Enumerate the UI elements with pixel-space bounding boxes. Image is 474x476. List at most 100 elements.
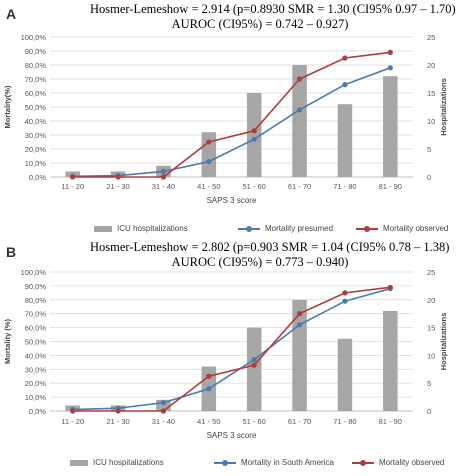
- y-left-tick-label: 80,0%: [25, 61, 47, 70]
- bar-hospitalizations: [292, 299, 307, 411]
- x-tick-label: 21 - 30: [106, 417, 129, 426]
- y-left-tick-label: 30,0%: [25, 365, 47, 374]
- legend-item-series-1: Mortality in South America: [214, 458, 334, 467]
- data-point: [160, 400, 167, 406]
- y-left-tick-label: 20,0%: [25, 379, 47, 388]
- x-tick-label: 81 - 90: [379, 182, 402, 191]
- data-point: [70, 408, 76, 414]
- data-point: [160, 168, 167, 174]
- y-left-tick-label: 90,0%: [25, 47, 47, 56]
- stats-line-1: Hosmer-Lemeshow = 2.914 (p=0.8930 SMR = …: [90, 2, 456, 16]
- legend-item-series-2: Mortality observed: [356, 224, 448, 233]
- data-point: [387, 65, 393, 71]
- data-point: [342, 290, 348, 296]
- y-left-tick-label: 100,0%: [21, 33, 47, 42]
- data-point: [206, 159, 212, 165]
- bar-hospitalizations: [383, 310, 398, 411]
- stats-line-2: AUROC (CI95%) = 0.742 – 0.927): [171, 17, 349, 31]
- x-axis-title: SAPS 3 score: [207, 196, 257, 205]
- y-right-axis-title: Hospitalizations: [439, 78, 448, 136]
- data-point: [387, 284, 393, 290]
- legend-item-series-1: Mortality presumed: [238, 224, 333, 233]
- data-point: [296, 322, 303, 328]
- data-point: [342, 298, 348, 304]
- y-left-tick-label: 90,0%: [25, 282, 47, 291]
- data-point: [206, 139, 212, 145]
- line-series-observed: [72, 286, 391, 412]
- bar-hospitalizations: [156, 399, 171, 411]
- legend-item-series-2: Mortality observed: [352, 458, 444, 467]
- x-tick-label: 41 - 50: [197, 417, 220, 426]
- legend-item-bars: ICU hospitalizations: [94, 224, 188, 233]
- data-point: [70, 174, 76, 180]
- data-point: [251, 356, 257, 363]
- legend-line-swatch: [352, 459, 374, 466]
- y-left-tick-label: 40,0%: [25, 351, 47, 360]
- stats-line-2: AUROC (CI95%) = 0.773 – 0.940): [171, 255, 349, 269]
- y-right-tick-label: 10: [427, 117, 435, 126]
- x-tick-label: 21 - 30: [106, 182, 129, 191]
- y-left-tick-label: 60,0%: [25, 89, 47, 98]
- y-left-axis-title: Mortality(%): [3, 85, 12, 128]
- x-tick-label: 31 - 40: [152, 182, 175, 191]
- y-right-tick-label: 25: [427, 33, 435, 42]
- x-tick-label: 61 - 70: [288, 182, 311, 191]
- y-left-tick-label: 70,0%: [25, 75, 47, 84]
- legend-label: Mortality presumed: [265, 224, 334, 233]
- data-point: [251, 362, 257, 368]
- y-left-tick-label: 10,0%: [25, 393, 47, 402]
- y-left-tick-label: 10,0%: [25, 159, 47, 168]
- y-right-tick-label: 5: [427, 145, 431, 154]
- y-right-tick-label: 0: [427, 407, 431, 416]
- data-point: [342, 82, 348, 88]
- data-point: [296, 76, 303, 82]
- data-point: [387, 49, 393, 56]
- x-tick-label: 71 - 80: [333, 417, 356, 426]
- y-left-tick-label: 80,0%: [25, 296, 47, 305]
- y-right-axis-title: Hospitalizations: [439, 313, 448, 371]
- line-series-presumed: [72, 287, 391, 411]
- legend-line-swatch: [214, 459, 236, 466]
- data-point: [160, 174, 167, 180]
- chart-panel-b: B Hosmer-Lemeshow = 2.802 (p=0.903 SMR =…: [0, 238, 474, 476]
- y-left-tick-label: 50,0%: [25, 103, 47, 112]
- y-right-tick-label: 10: [427, 351, 435, 360]
- legend-line-swatch: [356, 225, 378, 232]
- legend-label: Mortality in South America: [241, 458, 334, 467]
- x-tick-label: 31 - 40: [152, 417, 175, 426]
- x-tick-label: 51 - 60: [243, 417, 266, 426]
- data-point: [160, 408, 167, 414]
- line-series-observed: [72, 51, 391, 178]
- y-left-tick-label: 100,0%: [21, 268, 47, 277]
- legend-label: ICU hospitalizations: [93, 458, 164, 467]
- chart-svg: 0,0% 10,0% 20,0% 30,0% 40,0% 50,0% 60,0% 70,0% 8…: [3, 33, 448, 205]
- x-tick-label: 11 - 20: [61, 182, 84, 191]
- data-point: [296, 107, 303, 113]
- legend-label: Mortality observed: [383, 224, 449, 233]
- y-left-tick-label: 50,0%: [25, 338, 47, 347]
- x-tick-label: 51 - 60: [243, 182, 266, 191]
- line-series-presumed: [72, 67, 391, 178]
- y-left-tick-label: 0,0%: [29, 407, 46, 416]
- y-right-tick-label: 0: [427, 173, 431, 182]
- legend-item-bars: ICU hospitalizations: [70, 458, 164, 467]
- bar-hospitalizations: [337, 104, 353, 177]
- legend-bar-swatch: [94, 225, 112, 232]
- chart-panel-a: A Hosmer-Lemeshow = 2.914 (p=0.8930 SMR …: [3, 2, 456, 233]
- data-point: [206, 373, 212, 379]
- x-tick-label: 11 - 20: [61, 417, 84, 426]
- x-tick-label: 41 - 50: [197, 182, 220, 191]
- y-right-tick-label: 5: [427, 379, 431, 388]
- data-point: [115, 174, 121, 180]
- x-tick-label: 71 - 80: [333, 182, 356, 191]
- bar-hospitalizations: [246, 327, 262, 411]
- y-left-tick-label: 40,0%: [25, 117, 47, 126]
- data-point: [115, 408, 121, 414]
- y-right-tick-label: 15: [427, 89, 435, 98]
- y-left-tick-label: 70,0%: [25, 310, 47, 319]
- y-right-tick-label: 25: [427, 268, 435, 277]
- bar-hospitalizations: [383, 76, 398, 177]
- data-point: [342, 55, 348, 61]
- panel-label: B: [6, 244, 17, 260]
- y-left-tick-label: 20,0%: [25, 145, 47, 154]
